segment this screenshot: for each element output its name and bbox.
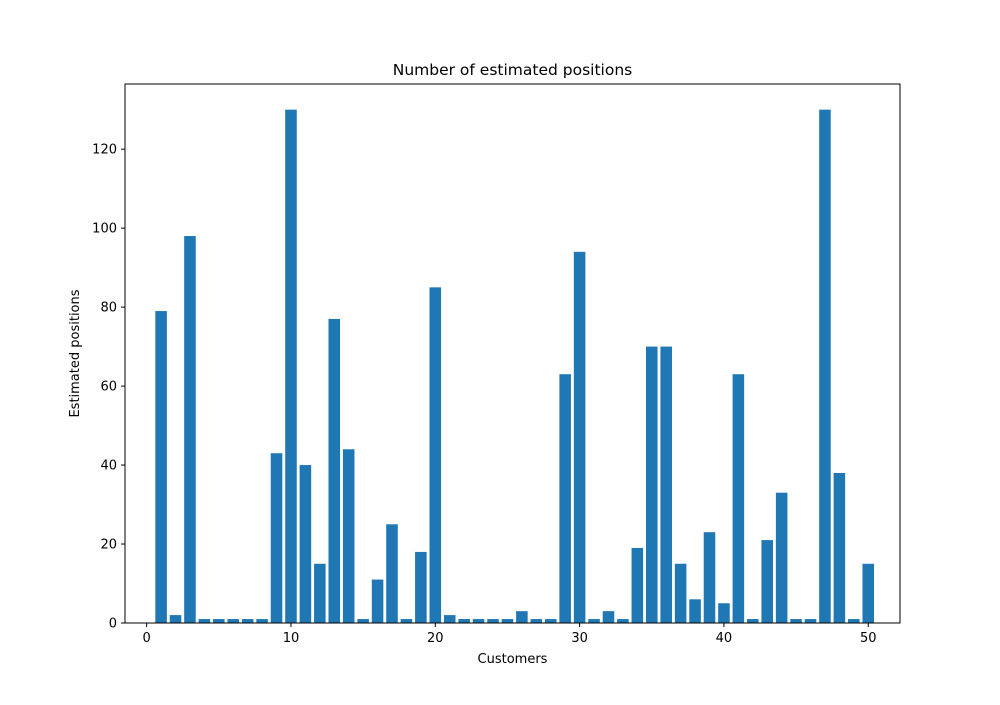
- bar-43: [761, 540, 773, 623]
- bar-33: [617, 619, 629, 623]
- bar-5: [213, 619, 225, 623]
- x-tick-label: 40: [716, 631, 733, 646]
- bar-20: [429, 287, 442, 623]
- bar-24: [487, 619, 499, 623]
- y-tick-label: 20: [100, 538, 117, 553]
- x-tick-label: 20: [427, 631, 444, 646]
- bar-17: [386, 524, 398, 623]
- bar-38: [689, 599, 701, 623]
- bar-8: [256, 619, 268, 623]
- bar-28: [544, 619, 557, 623]
- y-tick-label: 80: [100, 301, 117, 316]
- y-axis-label: Estimated positions: [68, 289, 83, 417]
- bar-1: [155, 311, 167, 623]
- y-tick-label: 120: [92, 143, 117, 158]
- x-tick-label: 30: [571, 631, 588, 646]
- bar-26: [516, 611, 528, 623]
- bar-14: [342, 449, 355, 623]
- bar-4: [198, 619, 211, 623]
- bar-21: [443, 615, 456, 623]
- bar-18: [400, 619, 413, 623]
- x-axis-ticks: 0 10 20 30 40 50: [143, 623, 877, 646]
- bar-12: [314, 563, 326, 623]
- y-tick-label: 40: [100, 459, 117, 474]
- bars-group: [155, 109, 875, 624]
- bar-31: [588, 619, 600, 623]
- bar-48: [833, 472, 846, 623]
- bar-19: [415, 551, 427, 623]
- plot-frame: [124, 83, 901, 624]
- bar-37: [674, 563, 687, 623]
- bar-50: [862, 563, 875, 623]
- bar-45: [790, 619, 802, 623]
- x-tick-label: 0: [143, 631, 151, 646]
- x-tick-label: 10: [283, 631, 300, 646]
- bar-10: [285, 109, 297, 624]
- bar-36: [660, 346, 672, 623]
- bar-39: [703, 532, 716, 623]
- bar-7: [241, 619, 254, 623]
- x-axis-label: Customers: [478, 652, 548, 667]
- bar-2: [169, 615, 182, 623]
- bar-47: [819, 109, 831, 624]
- y-axis-ticks: 0 20 40 60 80 100 120: [92, 143, 125, 632]
- bar-23: [472, 619, 485, 623]
- bar-6: [227, 619, 240, 623]
- y-tick-label: 0: [109, 617, 117, 632]
- bar-40: [718, 603, 730, 623]
- bar-41: [732, 374, 745, 623]
- bar-32: [602, 611, 615, 623]
- bar-15: [357, 619, 369, 623]
- bar-16: [371, 579, 384, 623]
- bar-34: [631, 547, 644, 623]
- y-tick-label: 60: [100, 380, 117, 395]
- bar-30: [573, 251, 586, 623]
- bar-49: [848, 619, 860, 623]
- bar-44: [775, 492, 788, 623]
- bar-22: [458, 619, 470, 623]
- bar-9: [270, 453, 283, 623]
- bar-13: [328, 318, 341, 623]
- x-tick-label: 50: [860, 631, 877, 646]
- bar-3: [184, 236, 196, 623]
- y-tick-label: 100: [92, 222, 117, 237]
- bar-42: [747, 619, 759, 623]
- bar-46: [804, 619, 817, 623]
- bar-25: [501, 619, 514, 623]
- bar-35: [646, 346, 658, 623]
- chart-title: Number of estimated positions: [393, 61, 633, 79]
- bar-27: [530, 619, 543, 623]
- bar-29: [559, 374, 571, 623]
- bar-11: [299, 465, 312, 623]
